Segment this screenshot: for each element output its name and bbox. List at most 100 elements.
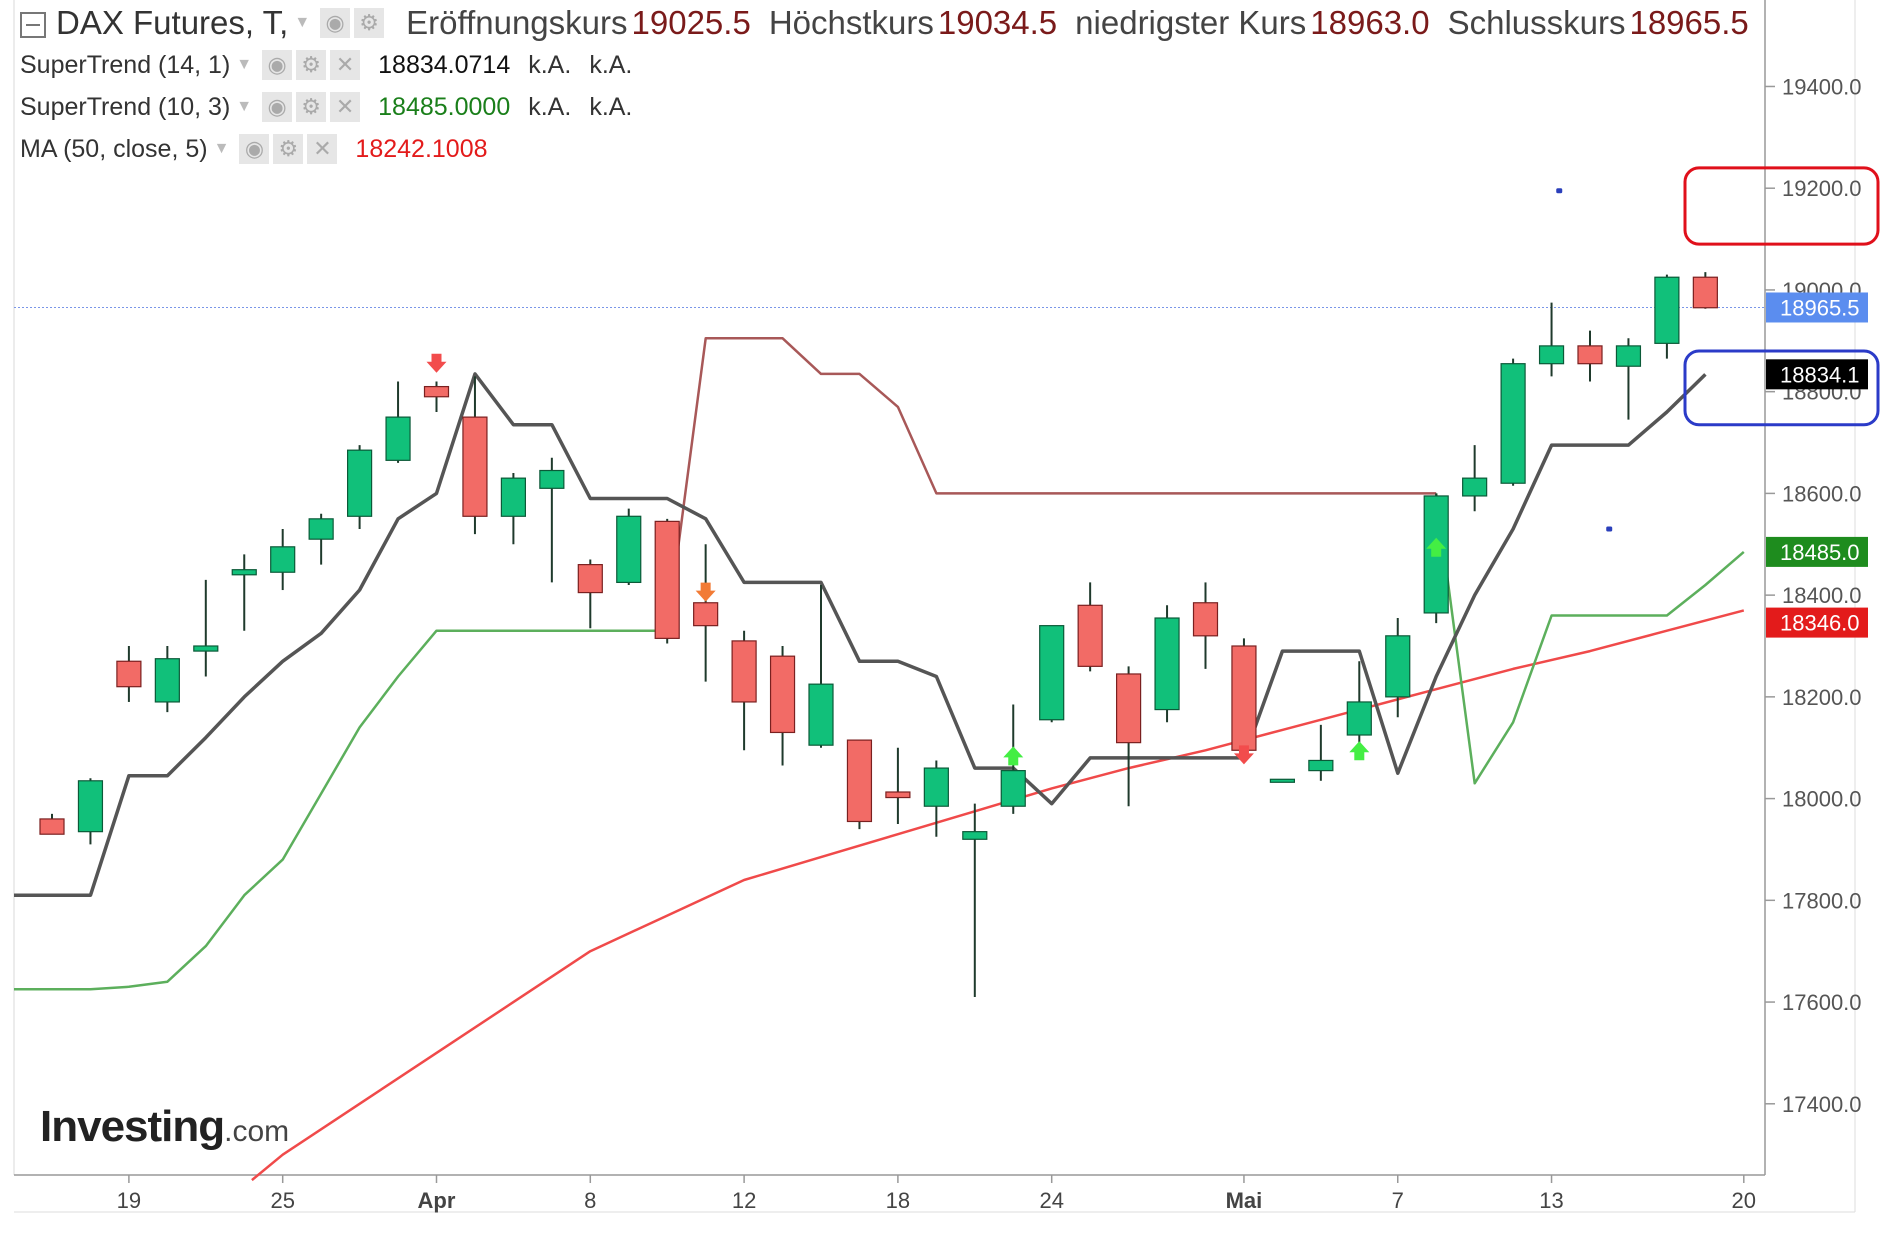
candle-body	[193, 645, 219, 652]
price-badge	[1766, 536, 1868, 567]
indicator-value: 18834.0714	[378, 50, 511, 79]
high-value: 19034.5	[937, 4, 1058, 41]
eye-icon[interactable]: ◉	[320, 8, 351, 38]
y-tick-label: 17400.0	[1782, 1092, 1862, 1117]
candle-body	[1615, 345, 1642, 367]
y-tick-label: 19200.0	[1782, 176, 1862, 201]
candle-body	[116, 660, 142, 688]
x-tick-label: Mai	[1226, 1188, 1263, 1213]
y-tick-label: 18400.0	[1782, 583, 1862, 608]
candle-body	[1538, 345, 1565, 365]
candle-body	[539, 469, 565, 489]
candle-body	[231, 569, 257, 576]
indicator-na: k.A.	[589, 92, 633, 121]
y-tick-label: 18000.0	[1782, 787, 1862, 812]
gear-icon[interactable]: ⚙	[273, 134, 304, 164]
close-icon[interactable]: ✕	[330, 50, 361, 80]
candle-body	[1346, 701, 1372, 736]
candle-body	[731, 640, 757, 703]
candle-body	[1500, 363, 1526, 484]
candle-body	[385, 416, 411, 461]
x-tick-label: 25	[270, 1188, 294, 1213]
gear-icon[interactable]: ⚙	[296, 50, 327, 80]
candle-body	[962, 831, 988, 840]
sell-arrow-icon	[695, 582, 716, 602]
chevron-down-icon[interactable]: ▼	[236, 56, 253, 73]
price-badge-label: 18834.1	[1780, 362, 1860, 387]
signal-dot	[1606, 526, 1613, 532]
sell-arrow-icon	[1233, 745, 1254, 765]
symbol-title: DAX Futures, T,	[56, 4, 289, 41]
candle-body	[808, 683, 834, 746]
signal-dot	[1556, 188, 1563, 194]
candle-body	[1385, 635, 1411, 698]
collapse-icon[interactable]	[20, 12, 46, 38]
close-label: Schlusskurs	[1447, 4, 1626, 41]
candle-body	[1154, 617, 1180, 711]
candle-body	[1115, 673, 1142, 744]
price-badge-label: 18485.0	[1780, 540, 1860, 565]
candle-body	[1077, 604, 1103, 667]
candle-body	[77, 780, 104, 833]
candle-body	[308, 518, 334, 540]
candle-body	[423, 385, 450, 398]
highlight-box-blue	[1683, 349, 1880, 427]
chevron-down-icon[interactable]: ▼	[294, 14, 311, 31]
candle-body	[885, 791, 911, 799]
close-icon[interactable]: ✕	[307, 134, 338, 164]
candle-body	[347, 449, 373, 517]
chart-header: DAX Futures, T, ▼ ◉ ⚙ Eröffnungskurs 190…	[20, 4, 1749, 42]
candle-body	[1000, 770, 1026, 807]
x-tick-label: 7	[1392, 1188, 1404, 1213]
x-tick-label: 18	[886, 1188, 910, 1213]
indicator-name: SuperTrend (14, 1)	[20, 50, 231, 79]
candle-body	[1577, 345, 1603, 365]
candle-body	[270, 546, 296, 573]
indicator-na: k.A.	[528, 50, 572, 79]
logo-brand: Investing	[40, 1102, 225, 1151]
x-tick-label: 8	[584, 1188, 596, 1213]
supertrend-10-3-lower-line-2	[1434, 493, 1745, 785]
chevron-down-icon[interactable]: ▼	[236, 98, 253, 115]
logo-suffix: .com	[224, 1115, 290, 1148]
candle-body	[1462, 477, 1488, 497]
high-label: Höchstkurs	[768, 4, 934, 41]
indicator-na: k.A.	[528, 92, 572, 121]
candle-body	[1269, 778, 1296, 783]
candle-body	[154, 658, 180, 703]
price-badge-label: 18965.5	[1780, 295, 1860, 320]
y-tick-label: 17600.0	[1782, 990, 1862, 1015]
indicator-value: 18242.1008	[355, 134, 488, 163]
candle-body	[1039, 625, 1065, 721]
candle-body	[1692, 276, 1718, 309]
x-tick-label: Apr	[418, 1188, 456, 1213]
close-icon[interactable]: ✕	[330, 92, 361, 122]
chevron-down-icon[interactable]: ▼	[213, 140, 230, 157]
candle-body	[654, 520, 680, 639]
indicator-name: SuperTrend (10, 3)	[20, 92, 231, 121]
y-tick-label: 19400.0	[1782, 74, 1862, 99]
eye-icon[interactable]: ◉	[262, 92, 293, 122]
indicator-na: k.A.	[589, 50, 633, 79]
candle-body	[577, 564, 603, 594]
eye-icon[interactable]: ◉	[262, 50, 293, 80]
x-tick-label: 20	[1732, 1188, 1756, 1213]
gear-icon[interactable]: ⚙	[354, 8, 385, 38]
price-badge	[1766, 607, 1868, 638]
sell-arrow-icon	[426, 353, 447, 373]
x-tick-label: 13	[1539, 1188, 1563, 1213]
indicator-name: MA (50, close, 5)	[20, 134, 208, 163]
gear-icon[interactable]: ⚙	[296, 92, 327, 122]
candle-body	[923, 767, 949, 807]
x-tick-label: 24	[1039, 1188, 1063, 1213]
supertrend-10-3-upper-line	[665, 337, 1437, 631]
indicator-row-supertrend-14-1: SuperTrend (14, 1) ▼ ◉ ⚙ ✕ 18834.0714 k.…	[20, 50, 632, 80]
candle-body	[1231, 645, 1257, 751]
low-label: niedrigster Kurs	[1075, 4, 1307, 41]
candle-body	[846, 739, 873, 823]
candle-body	[500, 477, 526, 517]
price-badge-label: 18346.0	[1780, 611, 1860, 636]
candle-body	[462, 416, 488, 517]
eye-icon[interactable]: ◉	[239, 134, 270, 164]
